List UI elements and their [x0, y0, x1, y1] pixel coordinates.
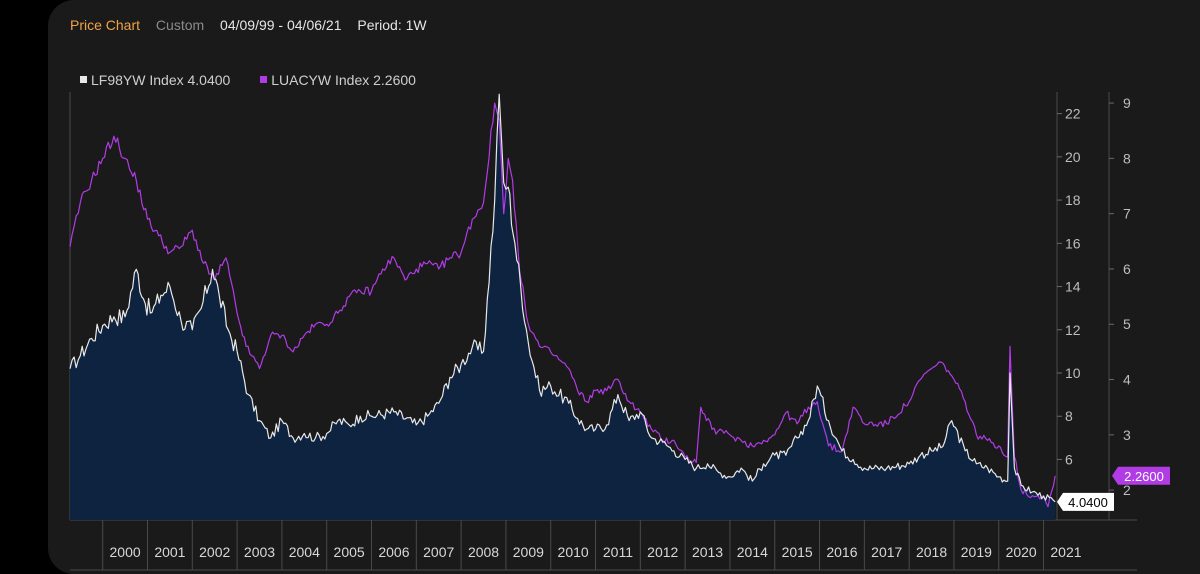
y-right-tick-label: 4 [1123, 372, 1131, 388]
x-tick-label: 2016 [826, 544, 857, 560]
chart-header: Price Chart Custom 04/09/99 - 04/06/21 P… [70, 17, 439, 33]
y-left-tick-label: 8 [1065, 408, 1073, 424]
x-tick-label: 2013 [692, 544, 723, 560]
x-tick-label: 2003 [244, 544, 275, 560]
y-left-tick-label: 18 [1065, 192, 1081, 208]
legend-item-lf98yw[interactable]: LF98YW Index 4.0400 [80, 72, 230, 88]
legend: LF98YW Index 4.0400 LUACYW Index 2.2600 [80, 72, 442, 88]
y-right-tick-label: 3 [1123, 427, 1131, 443]
x-tick-label: 2006 [378, 544, 409, 560]
lf98yw-last-value-marker [1057, 492, 1114, 511]
chart-title[interactable]: Price Chart [70, 17, 141, 33]
lf98yw-line [69, 93, 1056, 503]
lf98yw-last-value-label: 4.0400 [1068, 495, 1108, 510]
y-left-tick-label: 22 [1065, 106, 1081, 122]
period-selector[interactable]: Period: 1W [357, 17, 427, 33]
range-mode[interactable]: Custom [155, 17, 205, 33]
y-left-tick-label: 16 [1065, 235, 1081, 251]
legend-label: LUACYW Index 2.2600 [271, 72, 416, 88]
x-tick-label: 2012 [647, 544, 678, 560]
y-right-tick-label: 8 [1123, 150, 1131, 166]
x-tick-label: 2019 [961, 544, 992, 560]
x-tick-label: 2008 [468, 544, 499, 560]
x-tick-label: 2005 [334, 544, 365, 560]
x-tick-label: 2001 [154, 544, 185, 560]
y-left-tick-label: 10 [1065, 365, 1081, 381]
y-left-tick-label: 20 [1065, 149, 1081, 165]
x-tick-label: 2000 [110, 544, 141, 560]
x-tick-label: 2017 [871, 544, 902, 560]
x-tick-label: 2021 [1050, 544, 1081, 560]
y-right-tick-label: 9 [1123, 95, 1131, 111]
x-tick-label: 2014 [737, 544, 768, 560]
x-tick-label: 2020 [1006, 544, 1037, 560]
luacyw-last-value-label: 2.2600 [1124, 469, 1164, 484]
date-range[interactable]: 04/09/99 - 04/06/21 [220, 17, 342, 33]
y-left-tick-label: 6 [1065, 451, 1073, 467]
y-right-tick-label: 2 [1123, 482, 1131, 498]
y-left-tick-label: 14 [1065, 279, 1081, 295]
x-tick-label: 2010 [558, 544, 589, 560]
legend-swatch [260, 75, 268, 83]
x-tick-label: 2002 [199, 544, 230, 560]
x-tick-label: 2009 [513, 544, 544, 560]
luacyw-last-value-marker [1112, 466, 1170, 485]
y-right-tick-label: 7 [1123, 206, 1131, 222]
y-right-tick-label: 6 [1123, 261, 1131, 277]
legend-item-luacyw[interactable]: LUACYW Index 2.2600 [260, 72, 416, 88]
x-tick-label: 2007 [423, 544, 454, 560]
legend-label: LF98YW Index 4.0400 [91, 72, 231, 88]
x-tick-label: 2018 [916, 544, 947, 560]
y-left-tick-label: 12 [1065, 322, 1081, 338]
y-right-tick-label: 5 [1123, 316, 1131, 332]
legend-swatch [80, 75, 87, 83]
x-tick-label: 2004 [289, 544, 320, 560]
luacyw-line [69, 102, 1056, 508]
lf98yw-area-fill [70, 94, 1056, 520]
x-tick-label: 2011 [603, 544, 633, 560]
x-tick-label: 2015 [782, 544, 813, 560]
